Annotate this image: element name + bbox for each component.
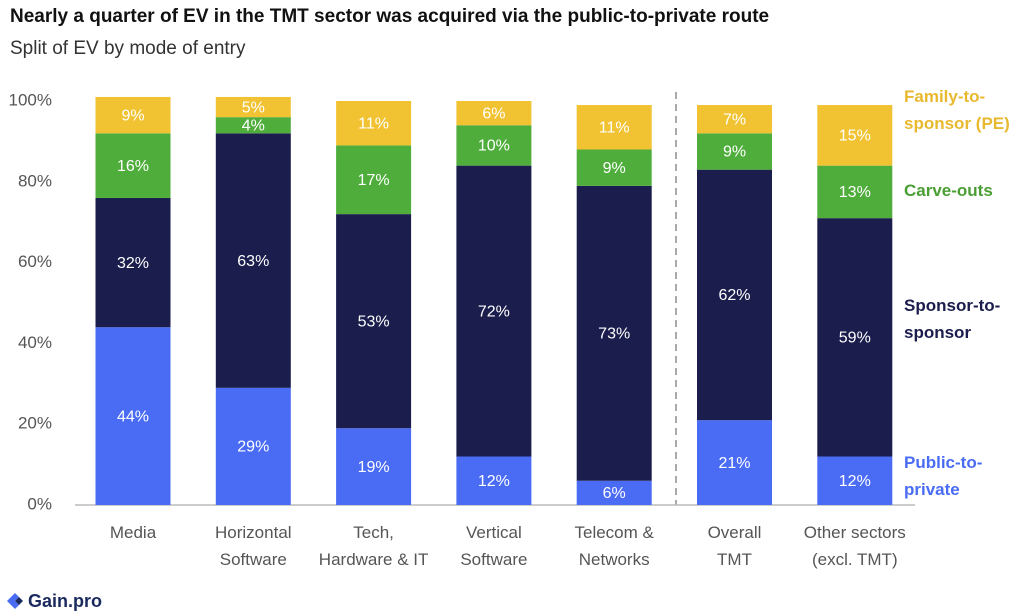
bar-segment [456,456,532,505]
data-label: 6% [482,105,505,122]
data-label: 17% [358,172,390,189]
chart-subtitle: Split of EV by mode of entry [10,38,246,59]
legend-label: Carve-outs [904,181,993,200]
bar-segment [576,185,652,481]
x-tick-label: Telecom & Networks [574,523,654,569]
data-label: 44% [117,408,149,425]
x-tick-label: Tech, Hardware & IT [318,523,429,569]
data-label: 12% [839,473,871,490]
chart-title: Nearly a quarter of EV in the TMT sector… [10,6,770,27]
legend-label: Public-to- private [904,453,983,499]
x-tick-label: Horizontal Software [215,523,292,569]
y-tick-label: 100% [9,90,52,109]
bar-segment [576,480,652,505]
data-label: 29% [237,439,269,456]
data-label: 6% [603,485,626,502]
data-label: 9% [121,107,144,124]
bar-segment [215,387,291,505]
data-label: 72% [478,303,510,320]
bar-segment [456,101,532,126]
bar-segment [456,125,532,166]
y-tick-label: 40% [18,333,52,352]
data-label: 53% [358,313,390,330]
data-label: 21% [718,455,750,472]
data-label: 12% [478,473,510,490]
bar-segment [697,133,772,170]
brand: Gain.pro [28,591,103,611]
y-tick-label: 0% [27,494,52,513]
data-label: 16% [117,158,149,175]
bar-segment [95,133,171,198]
bar-segment [95,96,171,134]
bar-segment [817,165,893,219]
data-label: 11% [358,115,389,132]
bar-segment [817,105,893,166]
data-label: 5% [242,99,265,116]
data-label: 4% [242,117,265,134]
data-label: 9% [723,144,746,161]
y-tick-label: 80% [18,171,52,190]
bar-segment [817,218,893,457]
bar-segment [336,145,412,215]
data-label: 11% [599,119,630,136]
bar-segment [336,428,412,505]
data-label: 59% [839,330,871,347]
bar-segment [697,420,772,505]
data-label: 62% [718,287,750,304]
bar-segment [576,105,652,150]
bar-segment [336,101,412,146]
bar-segment [336,214,412,429]
data-label: 73% [598,326,630,343]
logo [7,593,23,609]
x-tick-label: Other sectors (excl. TMT) [803,523,906,569]
bar-segment [215,133,291,388]
data-label: 9% [603,160,626,177]
bar-segment [697,105,772,134]
bar-segment [456,165,532,457]
x-tick-label: Media [109,523,157,542]
bar-segment [817,456,893,505]
bar-segment [697,169,772,421]
legend-label: Sponsor-to- sponsor [904,296,1001,342]
data-label: 32% [117,255,149,272]
bar-segment [95,197,171,328]
x-tick-label: Vertical Software [460,523,528,569]
data-label: 13% [839,184,871,201]
bar-segment [95,327,171,505]
data-label: 19% [358,459,390,476]
data-label: 7% [723,111,746,128]
x-tick-label: Overall TMT [707,523,762,569]
bar-segment [215,96,291,118]
bar-segment [576,149,652,186]
y-tick-label: 60% [18,252,52,271]
bar-segment [215,117,291,134]
data-label: 63% [237,253,269,270]
y-tick-label: 20% [18,414,52,433]
legend-label: Family-to- sponsor (PE) [904,87,1010,133]
data-label: 10% [478,138,510,155]
data-label: 15% [839,128,871,145]
